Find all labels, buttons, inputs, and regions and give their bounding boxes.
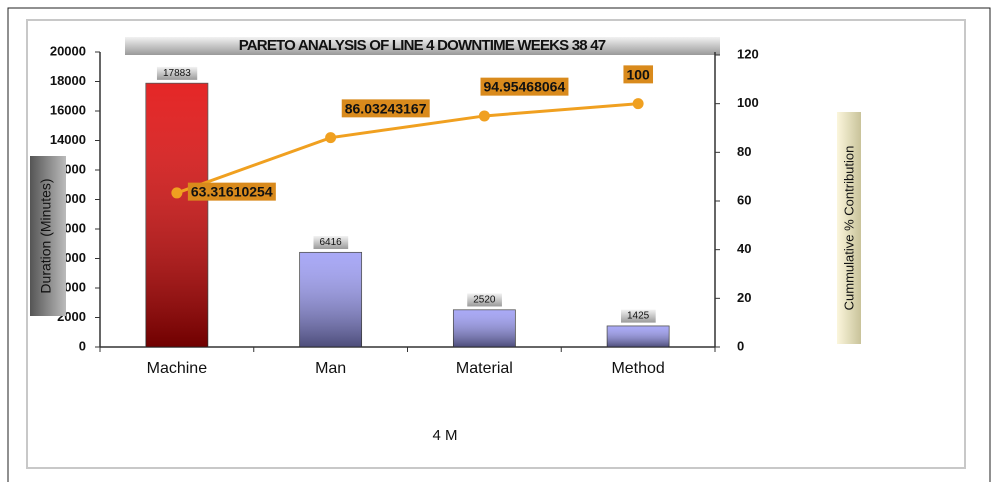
line-value-label-box xyxy=(341,99,430,118)
bar-value-label-box xyxy=(313,236,349,250)
title-box xyxy=(125,37,720,55)
plot: 0200040006000800010000120001400016000180… xyxy=(50,43,759,377)
y2-axis-title: Cummulative % Contribution xyxy=(841,146,856,311)
x-tick-label: Man xyxy=(315,360,346,377)
y-tick-label: 0 xyxy=(79,338,86,353)
y2-tick-label: 60 xyxy=(737,192,751,207)
bar-value-label-group: 1425 xyxy=(621,309,656,323)
bar-value-label-group: 17883 xyxy=(156,66,198,80)
line-point xyxy=(478,110,490,122)
y2-tick-label: 80 xyxy=(737,144,751,159)
line-point xyxy=(171,187,183,199)
line xyxy=(176,102,639,195)
line-value-label: 94.95468064 xyxy=(483,79,565,95)
bar-value-label: 1425 xyxy=(627,311,650,322)
line-point xyxy=(325,132,337,144)
x-tick-label: Machine xyxy=(147,360,208,377)
y-tick-label: 14000 xyxy=(50,132,86,147)
bar-value-label-group: 2520 xyxy=(467,293,502,307)
line-value-label: 63.31610254 xyxy=(191,184,273,200)
line-value-label-box xyxy=(480,77,569,96)
line-point xyxy=(632,98,644,110)
outer-frame xyxy=(7,7,991,487)
y-axis-title: Duration (Minutes) xyxy=(38,178,54,293)
x-tick-label: Method xyxy=(611,360,664,377)
line-value-label-group: 100 xyxy=(623,65,654,84)
bar-shade xyxy=(145,83,208,347)
bar-shade xyxy=(453,309,516,347)
chart-title: PARETO ANALYSIS OF LINE 4 DOWNTIME WEEKS… xyxy=(239,37,606,54)
y2-tick-label: 40 xyxy=(737,241,751,256)
line-value-label: 100 xyxy=(626,66,650,82)
y2-tick-label: 100 xyxy=(737,95,759,110)
line-value-label-group: 94.95468064 xyxy=(480,77,569,96)
x-axis-title: 4 M xyxy=(432,427,457,444)
bar-shade xyxy=(299,252,362,347)
bar-value-label: 2520 xyxy=(473,294,496,305)
y-tick-label: 18000 xyxy=(50,73,86,88)
y2-tick-label: 0 xyxy=(737,338,744,353)
bar-value-label: 17883 xyxy=(163,68,191,79)
bar-value-label: 6416 xyxy=(320,237,343,248)
y-tick-label: 16000 xyxy=(50,102,86,117)
line-value-label-group: 63.31610254 xyxy=(187,182,276,201)
y-tick-label: 20000 xyxy=(50,43,86,58)
y-title-box xyxy=(30,156,66,316)
x-tick-label: Material xyxy=(456,360,513,377)
y2-title-box xyxy=(837,112,861,344)
line-value-label-group: 86.03243167 xyxy=(341,99,430,118)
bar-value-label-box xyxy=(467,293,502,307)
line-value-label-box xyxy=(187,182,276,201)
bar-shade xyxy=(607,325,670,347)
line-value-label: 86.03243167 xyxy=(345,100,427,116)
bar-value-label-group: 6416 xyxy=(313,236,349,250)
line-value-label-box xyxy=(623,65,654,84)
bar-value-label-box xyxy=(156,66,198,80)
y2-tick-label: 20 xyxy=(737,290,751,305)
bar-value-label-box xyxy=(621,309,656,323)
y2-tick-label: 120 xyxy=(737,46,759,61)
